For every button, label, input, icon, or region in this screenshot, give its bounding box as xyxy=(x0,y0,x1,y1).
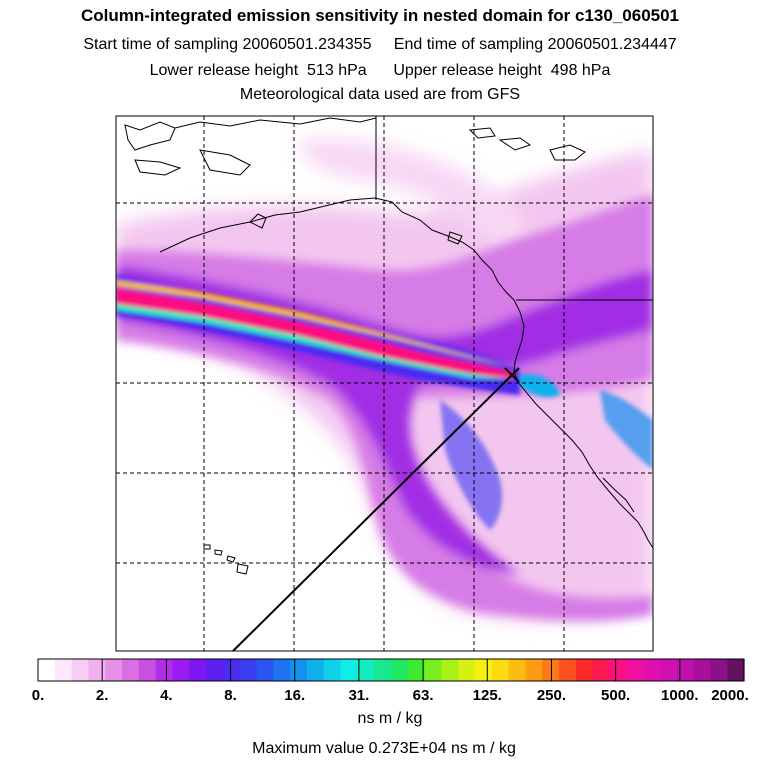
colorbar-cell xyxy=(38,659,56,681)
colorbar-cell xyxy=(222,659,241,681)
colorbar-cell xyxy=(676,659,695,681)
coastline xyxy=(602,477,635,513)
colorbar-dividers xyxy=(101,659,681,681)
colorbar-cell xyxy=(407,659,426,681)
maximum-number: 0.273E+04 xyxy=(368,740,447,757)
colorbar-cell xyxy=(206,659,224,681)
colorbar-cell xyxy=(273,659,291,681)
colorbar-cell xyxy=(710,659,728,681)
lower-release-label: Lower release height xyxy=(149,62,299,79)
colorbar-tick-label: 0. xyxy=(32,687,45,704)
coastline xyxy=(498,137,532,151)
plume-core xyxy=(116,275,653,530)
colorbar-tick-label: 63. xyxy=(413,687,434,704)
colorbar-cell xyxy=(138,659,157,681)
upper-release-label: Upper release height xyxy=(393,62,542,79)
coastline xyxy=(199,149,251,176)
flight-track-line xyxy=(232,374,513,652)
colorbar-cell xyxy=(424,659,443,681)
end-time-label: End time of sampling xyxy=(393,36,544,53)
colorbar-cell xyxy=(727,659,745,681)
colorbar-cell xyxy=(659,659,678,681)
colorbar-tick-label: 2. xyxy=(96,687,109,704)
coastline xyxy=(124,121,176,151)
colorbar-tick-label: 8. xyxy=(224,687,237,704)
colorbar-cell xyxy=(508,659,527,681)
colorbar-tick-labels: 0. 2. 4. 8. 16. 31. 63. 125. 250. 500. 1000. 2000. xyxy=(32,687,749,704)
colorbar-cell xyxy=(105,659,123,681)
release-heights: Lower release height 513 hPa Upper relea… xyxy=(0,62,760,80)
colorbar-cell xyxy=(559,659,577,681)
colorbar-cell xyxy=(88,659,106,681)
colorbar-cell xyxy=(306,659,325,681)
coastline xyxy=(159,197,653,549)
start-time-label: Start time of sampling xyxy=(83,36,239,53)
colorbar-cell xyxy=(374,659,392,681)
colorbar-cell xyxy=(475,659,493,681)
colorbar-tick-label: 125. xyxy=(473,687,502,704)
colorbar-tick-label: 500. xyxy=(601,687,630,704)
release-point-icon xyxy=(504,367,520,383)
start-time-value: 20060501.234355 xyxy=(242,36,372,53)
colorbar-cell xyxy=(155,659,174,681)
colorbar-frame xyxy=(37,658,745,682)
map-frame xyxy=(115,115,654,652)
maximum-value: Maximum value 0.273E+04 ns m / kg xyxy=(0,740,768,758)
colorbar-cell xyxy=(340,659,358,681)
coastline xyxy=(203,544,211,550)
coastlines xyxy=(124,116,653,575)
colorbar-tick-label: 31. xyxy=(348,687,369,704)
colorbar-tick-label: 250. xyxy=(537,687,566,704)
upper-release-value: 498 hPa xyxy=(550,62,611,79)
coastline xyxy=(549,144,586,161)
sampling-times: Start time of sampling 20060501.234355 E… xyxy=(0,36,760,54)
coastline xyxy=(214,549,223,556)
colorbar-cell xyxy=(391,659,409,681)
colorbar-cell xyxy=(491,659,510,681)
coastline xyxy=(174,117,377,129)
end-time-value: 20060501.234447 xyxy=(547,36,677,53)
figure-title: Column-integrated emission sensitivity i… xyxy=(80,6,680,25)
colorbar-cell xyxy=(609,659,627,681)
coastline xyxy=(226,555,236,563)
colorbar-cell xyxy=(643,659,661,681)
coastline xyxy=(468,127,496,139)
colorbar-cell xyxy=(239,659,258,681)
coastline xyxy=(249,213,267,229)
colorbar-cell xyxy=(592,659,611,681)
colorbar-cell xyxy=(189,659,207,681)
coastline xyxy=(447,231,463,245)
maximum-units: ns m / kg xyxy=(450,740,516,757)
colorbar-cell xyxy=(172,659,190,681)
colorbar-cell xyxy=(71,659,90,681)
colorbar-cell xyxy=(693,659,711,681)
colorbar-tick-label: 2000. xyxy=(711,687,749,704)
colorbar-tick-label: 16. xyxy=(284,687,305,704)
colorbar-cell xyxy=(357,659,375,681)
colorbar-cell xyxy=(441,659,459,681)
maximum-label: Maximum value xyxy=(252,740,365,757)
map-grid xyxy=(116,116,653,651)
colorbar-cell xyxy=(626,659,644,681)
colorbar-cell xyxy=(323,659,342,681)
colorbar-cells xyxy=(38,659,745,681)
colorbar-cell xyxy=(458,659,476,681)
lower-release-value: 513 hPa xyxy=(307,62,367,79)
colorbar-cell xyxy=(256,659,274,681)
colorbar-cell xyxy=(290,659,308,681)
colorbar-tick-label: 1000. xyxy=(661,687,699,704)
coastline xyxy=(134,159,182,176)
coastline xyxy=(236,563,249,575)
colorbar-cell xyxy=(525,659,543,681)
meteo-note: Meteorological data used are from GFS xyxy=(239,86,521,103)
colorbar-tick-label: 4. xyxy=(160,687,173,704)
colorbar-units: ns m / kg xyxy=(357,710,423,727)
colorbar-cell xyxy=(122,659,140,681)
colorbar-cell xyxy=(575,659,594,681)
colorbar-cell xyxy=(54,659,73,681)
